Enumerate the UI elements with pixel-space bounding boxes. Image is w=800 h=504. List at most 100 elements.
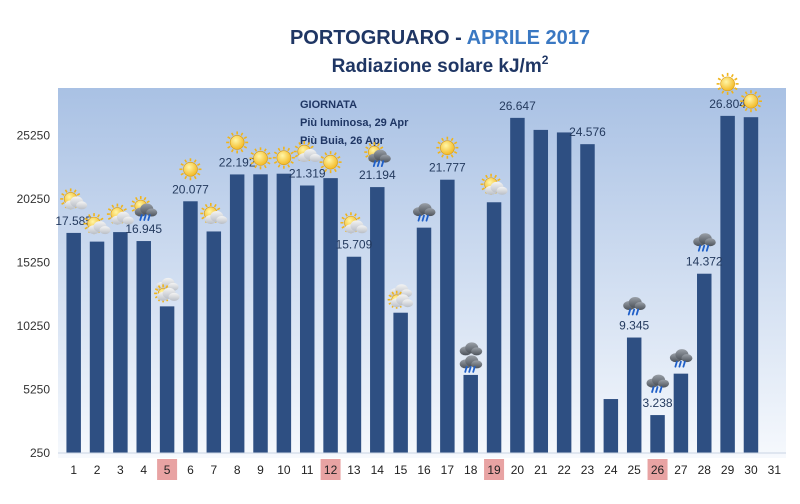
- subtitle-main: Radiazione solare kJ/m: [332, 56, 542, 77]
- y-axis: 250 5250 10250 15250 20250 25250: [17, 129, 51, 460]
- data-label: 17.585: [55, 214, 92, 228]
- bar-day-5: [159, 306, 175, 453]
- bar-day-20: [510, 117, 525, 454]
- data-label: 21.777: [429, 161, 466, 175]
- rain-cloud-icon: [646, 374, 670, 393]
- sun-icon: [739, 90, 762, 113]
- data-label: 21.194: [359, 168, 396, 182]
- x-tick-label: 18: [464, 463, 478, 477]
- x-tick-label: 20: [511, 463, 525, 477]
- rain-cloud-icon: [669, 349, 693, 368]
- sun-icon: [179, 158, 202, 181]
- bar-day-17: [440, 179, 455, 454]
- bar-day-18: [463, 374, 478, 453]
- sun-cloud-rain-icon: [130, 196, 158, 221]
- x-tick-label: 3: [117, 463, 124, 477]
- data-label: 21.319: [289, 167, 326, 181]
- subtitle-superscript: 2: [542, 53, 549, 67]
- x-tick-label: 7: [210, 463, 217, 477]
- sunday-highlight-box: [647, 459, 668, 480]
- sun-icon: [249, 147, 272, 170]
- x-tick-label: 19: [487, 463, 501, 477]
- bar-day-3: [113, 232, 128, 453]
- x-tick-label: 5: [164, 463, 171, 477]
- bar-day-26: [650, 415, 665, 453]
- annotation-darkest: Più Buia, 26 Apr: [300, 135, 385, 147]
- cloud-sun-icon: [154, 277, 180, 303]
- sun-cloud-icon: [60, 188, 88, 210]
- bar-day-8: [229, 174, 245, 453]
- bar-day-24: [603, 399, 619, 453]
- rain-cloud-icon: [623, 297, 646, 316]
- sun-cloud-icon: [83, 213, 111, 235]
- chart-subtitle: Radiazione solare kJ/m2: [332, 53, 549, 77]
- x-tick-label: 16: [417, 463, 431, 477]
- x-tick-label: 31: [768, 463, 782, 477]
- bar-day-7: [206, 231, 222, 453]
- rain-cloud-icon: [413, 203, 436, 222]
- x-tick-label: 15: [394, 463, 408, 477]
- annotation-brightest: Più luminosa, 29 Apr: [300, 117, 409, 129]
- x-tick-label: 24: [604, 463, 618, 477]
- bar-day-10: [276, 173, 292, 453]
- x-tick-label: 9: [257, 463, 264, 477]
- data-label: 26.804: [709, 97, 746, 111]
- data-label: 15.709: [336, 238, 373, 252]
- x-tick-label: 4: [140, 463, 147, 477]
- x-tick-label: 11: [301, 463, 314, 477]
- data-label: 9.345: [619, 319, 649, 333]
- bar-day-12: [323, 178, 338, 453]
- sun-cloud-icon: [340, 212, 368, 234]
- bar-day-29: [720, 115, 735, 454]
- cloud-sun-icon: [387, 284, 414, 309]
- sun-cloud-icon: [200, 202, 228, 224]
- sun-icon: [716, 72, 739, 95]
- x-axis: 1 2 3 4 5 6 7 8 9 10 11 12 13 14 15 16 17 18 19 20 21 22 23 24 2…: [58, 452, 786, 480]
- x-tick-label: 8: [234, 463, 241, 477]
- bar-day-14: [370, 187, 385, 453]
- data-label: 24.576: [569, 125, 606, 139]
- x-tick-label: 29: [721, 463, 735, 477]
- x-tick-label: 6: [187, 463, 194, 477]
- data-label: 3.238: [643, 396, 673, 410]
- sun-icon: [272, 146, 295, 169]
- data-label: 22.192: [219, 155, 256, 169]
- bar-day-1: [66, 232, 81, 453]
- data-label: 20.077: [172, 182, 209, 196]
- sun-icon: [226, 131, 249, 154]
- bar-day-25: [626, 337, 642, 453]
- x-tick-label: 26: [651, 463, 665, 477]
- y-tick-label: 15250: [17, 256, 51, 270]
- sunday-highlight-box: [484, 459, 505, 480]
- x-tick-label: 17: [441, 463, 455, 477]
- bar-day-16: [416, 227, 432, 453]
- title-prefix: PORTOGRUARO -: [290, 27, 467, 49]
- annotation-heading: GIORNATA: [300, 99, 357, 111]
- chart-title: PORTOGRUARO - APRILE 2017: [290, 27, 590, 49]
- data-label: 14.372: [686, 255, 723, 269]
- title-highlight: APRILE 2017: [467, 27, 590, 49]
- y-tick-label: 5250: [23, 383, 50, 397]
- bar-day-11: [299, 185, 315, 453]
- x-tick-label: 25: [628, 463, 642, 477]
- sun-cloud-icon: [480, 173, 508, 195]
- sun-cloud-icon: [106, 203, 134, 225]
- y-tick-label: 10250: [17, 319, 51, 333]
- sun-cloud-icon: [293, 141, 321, 163]
- bar-day-27: [673, 373, 689, 453]
- sun-icon: [319, 151, 342, 174]
- sunday-highlight-box: [320, 459, 341, 480]
- data-label: 16.945: [125, 222, 162, 236]
- bar-day-21: [533, 129, 549, 454]
- sun-icon: [436, 136, 459, 159]
- bar-day-2: [89, 241, 105, 453]
- bar-day-23: [580, 144, 595, 453]
- bar-day-6: [183, 201, 198, 453]
- annotation-box: GIORNATA Più luminosa, 29 Apr Più Buia, …: [300, 99, 409, 147]
- bar-day-28: [697, 273, 712, 453]
- x-tick-label: 21: [534, 463, 548, 477]
- x-tick-label: 23: [581, 463, 595, 477]
- bar-day-13: [346, 256, 362, 453]
- bar-day-4: [136, 241, 151, 453]
